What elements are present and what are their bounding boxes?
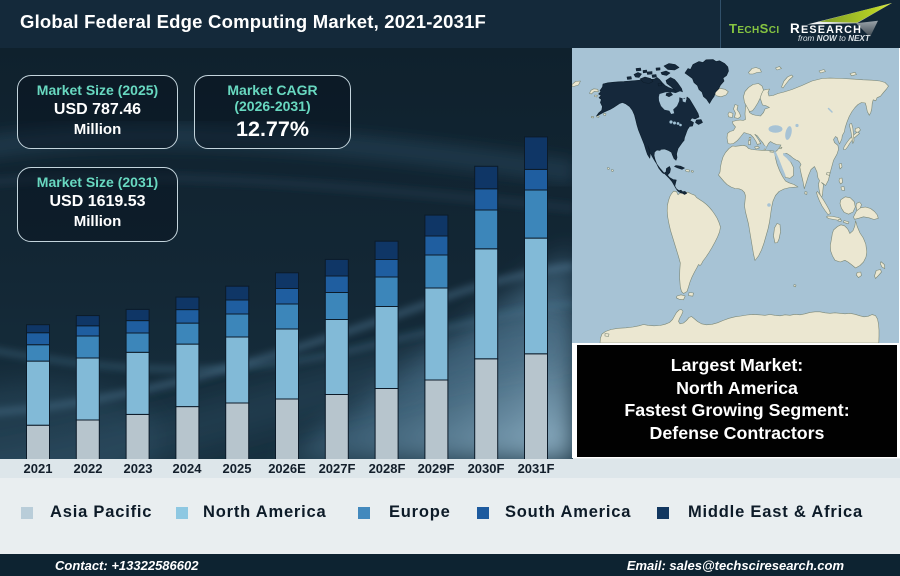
svg-text:from NOW to NEXT: from NOW to NEXT xyxy=(798,34,871,43)
svg-text:TECHSCI: TECHSCI xyxy=(729,21,780,36)
svg-text:RESEARCH: RESEARCH xyxy=(790,21,862,36)
